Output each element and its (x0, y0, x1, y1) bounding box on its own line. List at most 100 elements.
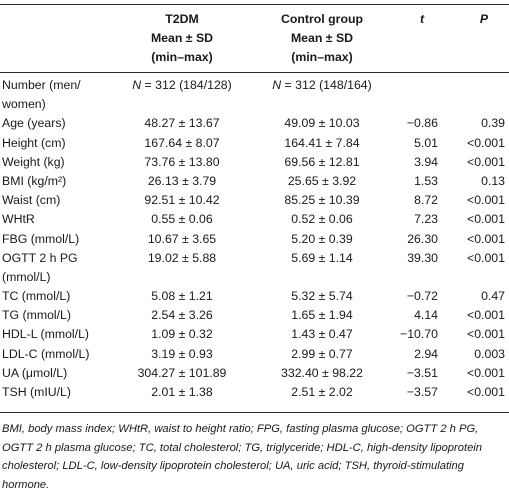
table-row: UA (μmol/L) 304.27 ± 101.89 332.40 ± 98.22… (0, 364, 509, 383)
cell-t2dm: 48.27 ± 13.67 (144, 116, 220, 131)
table-row: FBG (mmol/L) 10.67 ± 3.65 5.20 ± 0.39 26.30… (0, 230, 509, 249)
cell-t2dm: 2.01 ± 1.38 (151, 385, 213, 400)
cell-p: <0.001 (467, 385, 505, 400)
table-top-rule (0, 4, 509, 5)
cell-t: 26.30 (407, 231, 438, 246)
table-row: WHtR 0.55 ± 0.06 0.52 ± 0.06 7.23 <0.001 (0, 210, 509, 229)
cell-t2dm: 26.13 ± 3.79 (147, 173, 217, 188)
cell-t: 8.72 (414, 193, 438, 208)
row-label: FBG (mmol/L) (2, 231, 80, 246)
cell-control: 1.65 ± 1.94 (291, 308, 353, 323)
cell-t2dm: 304.27 ± 101.89 (137, 365, 227, 380)
row-label: TG (mmol/L) (2, 308, 71, 323)
cell-p: <0.001 (467, 212, 505, 227)
header-t2dm: T2DM Mean ± SD (min–max) (128, 10, 236, 67)
cell-control: 85.25 ± 10.39 (284, 193, 360, 208)
cell-t: −0.86 (406, 116, 438, 131)
cell-p: <0.001 (467, 308, 505, 323)
cell-p: 0.13 (481, 173, 505, 188)
cell-control: N = 312 (148/164) (272, 78, 372, 92)
cell-control: 1.43 ± 0.47 (291, 327, 353, 342)
cell-t2dm: 0.55 ± 0.06 (151, 212, 213, 227)
header-t: t (412, 10, 432, 29)
cell-t: 5.01 (414, 135, 438, 150)
cell-t: −10.70 (400, 327, 438, 342)
cell-t: −3.57 (406, 385, 438, 400)
cell-p: <0.001 (467, 365, 505, 380)
header-control-line-1: Control group (281, 12, 363, 26)
cell-control: 5.69 ± 1.14 (291, 250, 353, 265)
cell-t2dm: 5.08 ± 1.21 (151, 289, 213, 304)
row-label: BMI (kg/m²) (2, 173, 67, 188)
cell-control: 2.51 ± 2.02 (291, 385, 353, 400)
row-label: Age (years) (2, 116, 66, 131)
cell-t2dm: 92.51 ± 10.42 (144, 193, 220, 208)
row-label: Number (men/ women) (2, 78, 81, 112)
cell-t: 3.94 (414, 154, 438, 169)
cell-t: 4.14 (414, 308, 438, 323)
cell-p: 0.003 (474, 346, 505, 361)
header-control-line-3: (min–max) (291, 50, 353, 64)
table-row: Number (men/ women) N = 312 (184/128) N = … (0, 76, 509, 114)
table-row: Weight (kg) 73.76 ± 13.80 69.56 ± 12.81 3.9… (0, 153, 509, 172)
row-label: Weight (kg) (2, 154, 65, 169)
cell-control: 69.56 ± 12.81 (284, 154, 360, 169)
cell-p: <0.001 (467, 135, 505, 150)
table-row: BMI (kg/m²) 26.13 ± 3.79 25.65 ± 3.92 1.53 0… (0, 172, 509, 191)
cell-t2dm: 10.67 ± 3.65 (147, 231, 217, 246)
cell-control: 49.09 ± 10.03 (284, 116, 360, 131)
row-label: HDL-L (mmol/L) (2, 327, 89, 342)
row-label: TC (mmol/L) (2, 289, 71, 304)
cell-t2dm: 19.02 ± 5.88 (147, 250, 217, 265)
cell-p: <0.001 (467, 231, 505, 246)
table-bottom-rule (0, 412, 509, 413)
table-row: Height (cm) 167.64 ± 8.07 164.41 ± 7.84 5.0… (0, 134, 509, 153)
header-control-line-2: Mean ± SD (290, 31, 354, 45)
table-footnote: BMI, body mass index; WHtR, waist to hei… (2, 423, 483, 491)
cell-control: 164.41 ± 7.84 (284, 135, 360, 150)
cell-control: 2.99 ± 0.77 (291, 346, 353, 361)
cell-p: 0.47 (481, 289, 505, 304)
row-label: WHtR (2, 212, 35, 227)
cell-t: 1.53 (414, 173, 438, 188)
header-t2dm-line-2: Mean ± SD (150, 31, 214, 45)
cell-t: 39.30 (407, 250, 438, 265)
table-row: HDL-L (mmol/L) 1.09 ± 0.32 1.43 ± 0.47 −10.… (0, 325, 509, 344)
cell-t: 7.23 (414, 212, 438, 227)
header-p: P (474, 10, 494, 29)
header-p-label: P (479, 12, 489, 26)
table-row: OGTT 2 h PG (mmol/L) 19.02 ± 5.88 5.69 ± 1… (0, 249, 509, 287)
table-row: Age (years) 48.27 ± 13.67 49.09 ± 10.03 −0.… (0, 114, 509, 133)
cell-p: <0.001 (467, 193, 505, 208)
cell-p: 0.39 (481, 116, 505, 131)
table-row: TG (mmol/L) 2.54 ± 3.26 1.65 ± 1.94 4.14 <0.… (0, 306, 509, 325)
header-t2dm-line-3: (min–max) (151, 50, 213, 64)
cell-control: 332.40 ± 98.22 (281, 365, 363, 380)
cell-t2dm: 1.09 ± 0.32 (151, 327, 213, 342)
table-header-rule (0, 72, 509, 73)
row-label: TSH (mIU/L) (2, 385, 71, 400)
cell-t2dm: 73.76 ± 13.80 (144, 154, 220, 169)
header-t-label: t (419, 12, 425, 26)
cell-p: <0.001 (467, 154, 505, 169)
row-label: OGTT 2 h PG (mmol/L) (2, 250, 78, 284)
table-body: Number (men/ women) N = 312 (184/128) N = … (0, 76, 509, 402)
cell-t2dm: 3.19 ± 0.93 (151, 346, 213, 361)
row-label: UA (μmol/L) (2, 365, 68, 380)
cell-p: <0.001 (467, 250, 505, 265)
cell-control: 25.65 ± 3.92 (287, 173, 357, 188)
cell-t: 2.94 (414, 346, 438, 361)
table-header: T2DM Mean ± SD (min–max) Control group M… (0, 8, 509, 70)
row-label: Waist (cm) (2, 193, 61, 208)
cell-t2dm: N = 312 (184/128) (132, 78, 232, 92)
row-label: LDL-C (mmol/L) (2, 346, 90, 361)
cell-t2dm: 2.54 ± 3.26 (151, 308, 213, 323)
table-row: Waist (cm) 92.51 ± 10.42 85.25 ± 10.39 8.72… (0, 191, 509, 210)
table-row: TSH (mIU/L) 2.01 ± 1.38 2.51 ± 2.02 −3.57 <0… (0, 383, 509, 402)
header-control: Control group Mean ± SD (min–max) (262, 10, 382, 67)
cell-p: <0.001 (467, 327, 505, 342)
cell-control: 0.52 ± 0.06 (291, 212, 353, 227)
cell-t: −0.72 (406, 289, 438, 304)
cell-t2dm: 167.64 ± 8.07 (144, 135, 220, 150)
